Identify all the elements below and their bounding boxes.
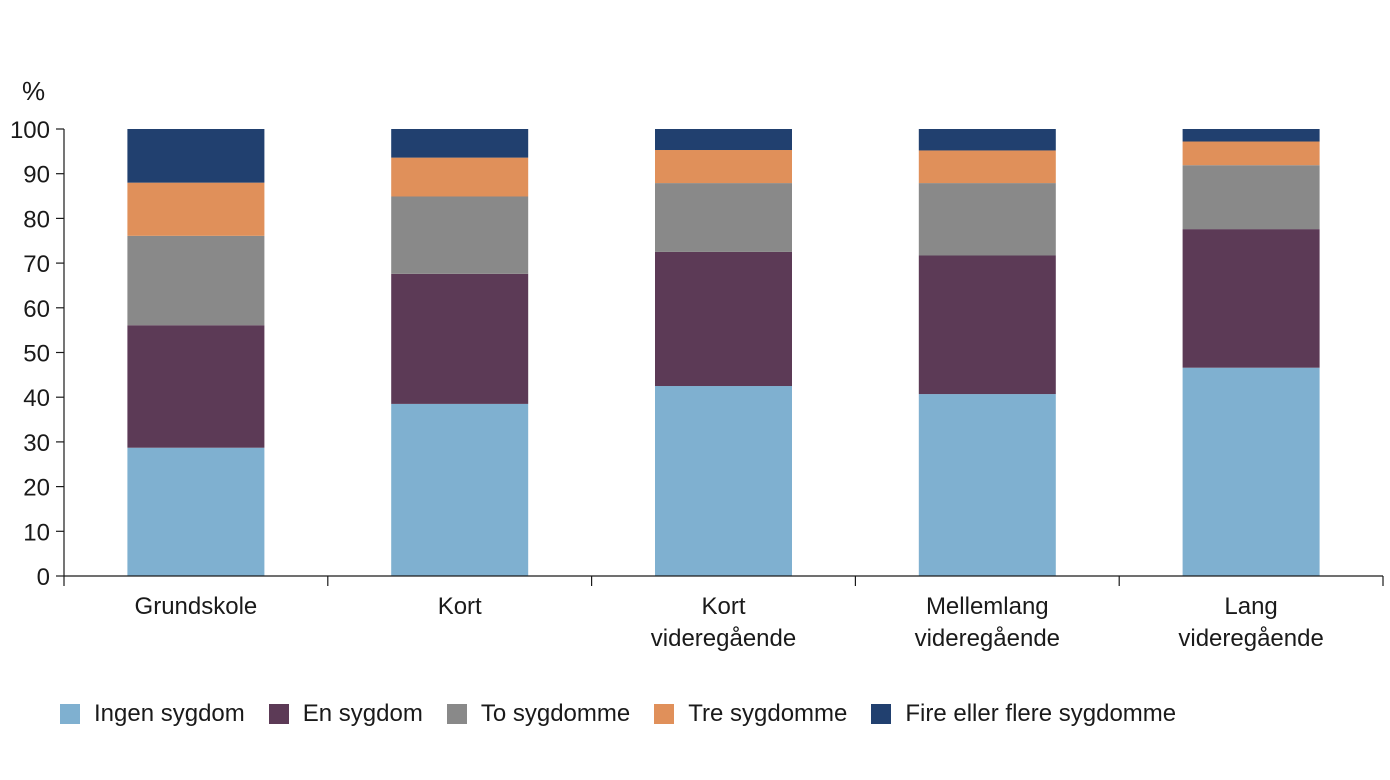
legend-swatch bbox=[871, 704, 892, 724]
y-tick-label: 80 bbox=[23, 206, 50, 233]
y-tick-label: 10 bbox=[23, 519, 50, 546]
legend-item: To sygdomme bbox=[446, 700, 631, 728]
bar-segment bbox=[655, 150, 792, 184]
y-axis: 0 10 20 30 40 50 60 70 80 90 100 bbox=[10, 117, 65, 591]
bar-segment bbox=[655, 129, 792, 151]
bar-segment bbox=[918, 255, 1056, 395]
legend-label: Tre sygdomme bbox=[688, 700, 848, 727]
bar-segment bbox=[1182, 367, 1320, 576]
bar-segment bbox=[391, 273, 529, 404]
legend-label: Fire eller flere sygdomme bbox=[905, 700, 1177, 727]
y-tick-label: 90 bbox=[23, 162, 50, 189]
legend-label: En sygdom bbox=[302, 700, 423, 727]
legend-label: Ingen sygdom bbox=[94, 700, 245, 727]
legend-swatch bbox=[60, 704, 80, 724]
legend-item: En sygdom bbox=[268, 700, 423, 728]
y-tick-label: 30 bbox=[23, 430, 50, 457]
stacked-bar-chart: % 0 10 20 30 40 50 60 70 80 90 100 Grundskole Kort K… bbox=[10, 76, 1384, 652]
bar-segment bbox=[391, 196, 529, 274]
bar-segment bbox=[391, 157, 529, 197]
x-category-label: Kort bbox=[701, 593, 745, 620]
legend-swatch bbox=[654, 704, 675, 724]
bar-segment bbox=[127, 325, 265, 448]
bar-segment bbox=[127, 447, 265, 576]
bar-segment bbox=[918, 129, 1056, 151]
bar-segment bbox=[127, 129, 265, 183]
y-tick-label: 0 bbox=[37, 564, 50, 591]
legend-item: Tre sygdomme bbox=[654, 700, 847, 728]
bar-segment bbox=[1182, 229, 1320, 368]
y-tick-label: 70 bbox=[23, 251, 50, 278]
x-category-label: Kort bbox=[438, 593, 482, 620]
y-tick-label: 60 bbox=[23, 296, 50, 323]
y-tick-label: 40 bbox=[23, 385, 50, 412]
bar-segment bbox=[655, 183, 792, 252]
x-category-label: Lang bbox=[1224, 593, 1277, 620]
y-tick-label: 20 bbox=[23, 475, 50, 502]
bar-segment bbox=[391, 403, 529, 576]
bar-segment bbox=[918, 150, 1056, 184]
x-category-label: videregående bbox=[915, 625, 1060, 652]
y-axis-unit-label: % bbox=[22, 76, 45, 106]
x-category-label: Mellemlang bbox=[926, 593, 1049, 620]
x-category-label: Grundskole bbox=[135, 593, 258, 620]
bar-segment bbox=[127, 235, 265, 326]
bar-segment bbox=[918, 394, 1056, 576]
bar-segment bbox=[655, 386, 792, 576]
bars bbox=[127, 129, 1320, 576]
y-tick-label: 100 bbox=[10, 117, 50, 144]
x-category-label: videregående bbox=[1178, 625, 1323, 652]
bar-segment bbox=[1182, 129, 1320, 142]
bar-segment bbox=[655, 251, 792, 387]
bar-segment bbox=[127, 182, 265, 236]
legend-item: Fire eller flere sygdomme bbox=[871, 700, 1176, 728]
y-tick-label: 50 bbox=[23, 341, 50, 368]
legend-item: Ingen sygdom bbox=[60, 700, 245, 728]
bar-segment bbox=[918, 183, 1056, 256]
bar-segment bbox=[1182, 141, 1320, 166]
bar-segment bbox=[1182, 165, 1320, 230]
legend-label: To sygdomme bbox=[480, 700, 631, 727]
x-category-label: videregående bbox=[651, 625, 796, 652]
bar-segment bbox=[391, 129, 529, 158]
legend-swatch bbox=[446, 704, 467, 724]
legend-swatch bbox=[268, 704, 289, 724]
x-axis: Grundskole Kort Kort videregående Mellemlang… bbox=[63, 575, 1384, 652]
legend: Ingen sygdom En sygdom To sygdomme Tre sygd… bbox=[60, 700, 1200, 728]
